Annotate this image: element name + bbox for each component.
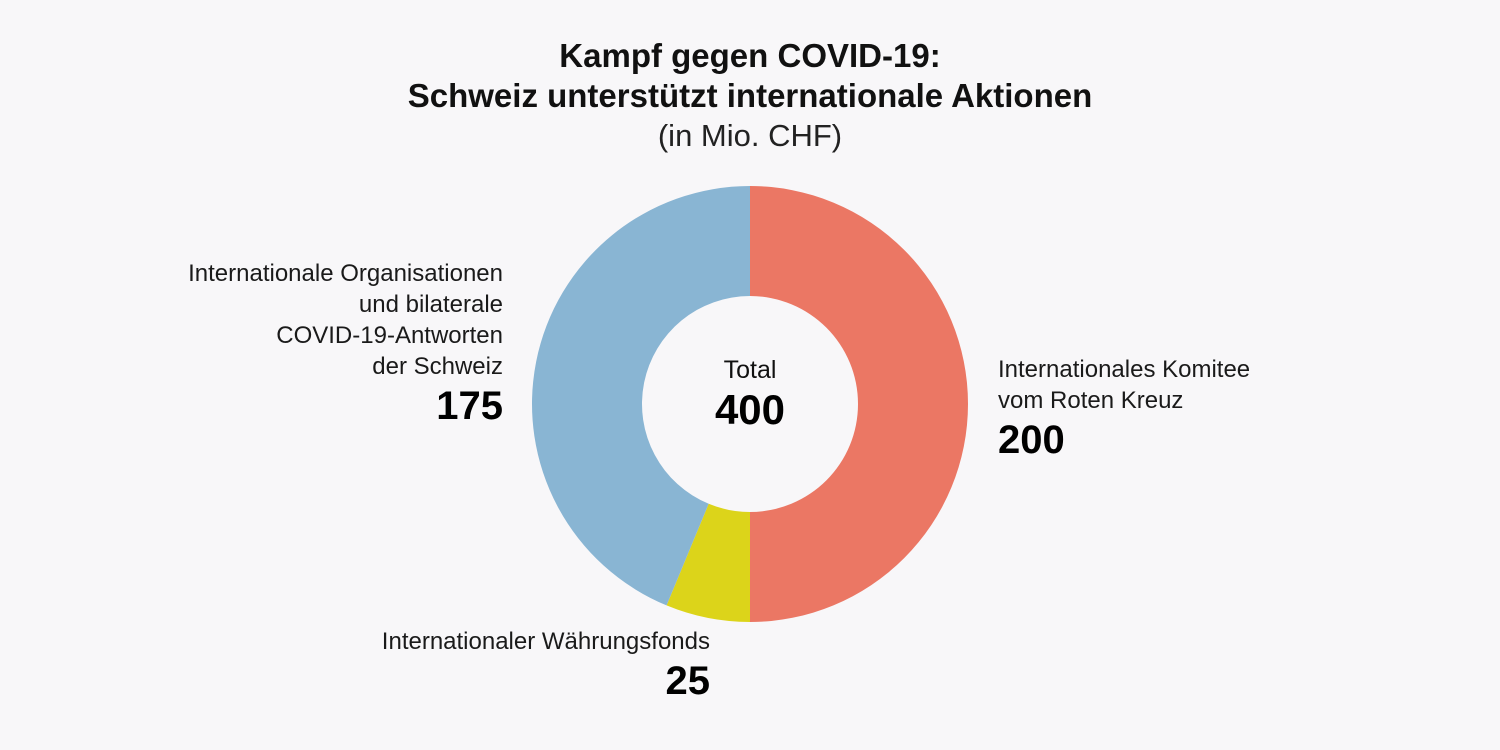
slice-label-imf-line-1: Internationaler Währungsfonds xyxy=(381,628,710,655)
slice-intl-orgs xyxy=(531,186,750,606)
chart-title-block: Kampf gegen COVID-19: Schweiz unterstütz… xyxy=(0,36,1500,156)
slice-label-icrc: Internationales Komitee vom Roten Kreuz … xyxy=(998,354,1378,464)
donut-center: Total 400 xyxy=(650,355,850,435)
slice-label-icrc-line-1: Internationales Komitee xyxy=(998,356,1251,383)
center-total-value: 400 xyxy=(714,386,786,433)
slice-value-imf: 25 xyxy=(665,659,711,703)
slice-label-intl-orgs-line-2: und bilaterale xyxy=(358,291,503,318)
slice-label-intl-orgs-line-1: Internationale Organisationen xyxy=(188,260,503,287)
slice-imf xyxy=(666,503,750,622)
slice-value-icrc: 200 xyxy=(998,418,1065,462)
slice-label-intl-orgs: Internationale Organisationen und bilate… xyxy=(123,258,503,430)
slice-label-imf: Internationaler Währungsfonds 25 xyxy=(290,626,710,705)
chart-subtitle: (in Mio. CHF) xyxy=(657,118,843,153)
slice-label-intl-orgs-line-4: der Schweiz xyxy=(372,353,503,380)
chart-title-line-1: Kampf gegen COVID-19: xyxy=(559,37,941,74)
slice-value-intl-orgs: 175 xyxy=(436,384,503,428)
slice-label-intl-orgs-line-3: COVID-19-Antworten xyxy=(276,322,503,349)
center-total-label: Total xyxy=(723,356,777,384)
chart-title-line-2: Schweiz unterstützt internationale Aktio… xyxy=(407,77,1093,114)
slice-icrc xyxy=(750,186,968,622)
slice-label-icrc-line-2: vom Roten Kreuz xyxy=(998,387,1184,414)
